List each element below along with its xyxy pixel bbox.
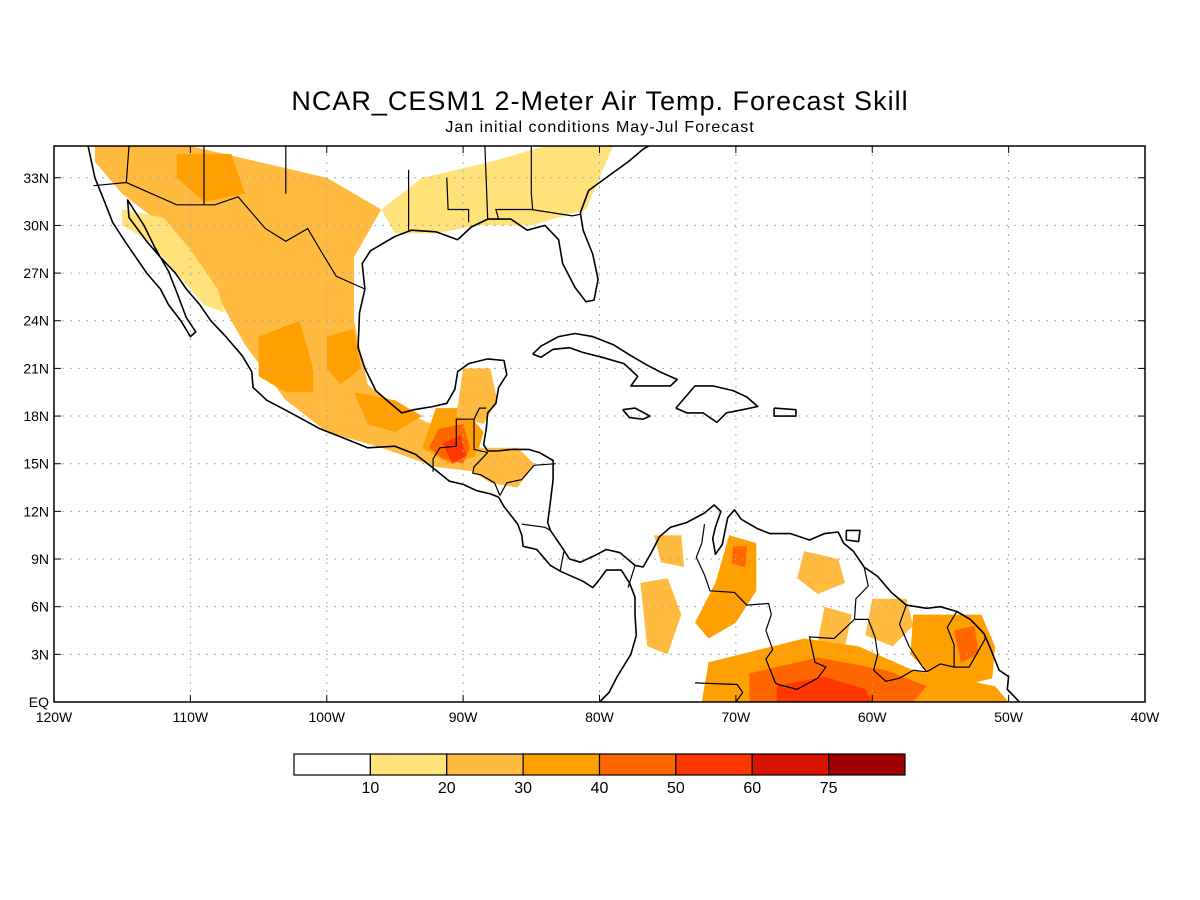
lat-tick-label: 21N: [23, 360, 49, 376]
political-border: [627, 565, 636, 588]
political-border: [778, 566, 869, 690]
political-border: [472, 472, 501, 496]
political-border: [559, 550, 565, 572]
skill-region: [258, 320, 314, 393]
political-border: [93, 181, 366, 290]
coastline: [87, 146, 638, 702]
political-border: [695, 524, 779, 686]
lon-tick-label: 70W: [721, 709, 751, 725]
skill-region: [381, 146, 614, 234]
skill-region: [654, 535, 685, 567]
lat-tick-label: 9N: [31, 551, 49, 567]
political-border: [432, 418, 488, 472]
lat-tick-label: EQ: [29, 694, 49, 710]
colorbar: 10 20 30 40 50 60 75: [293, 753, 906, 797]
skill-region: [640, 578, 682, 655]
map-subtitle: Jan initial conditions May-Jul Forecast: [445, 119, 755, 136]
colorbar-swatch: [828, 753, 906, 776]
political-border: [898, 604, 928, 673]
lat-tick-label: 24N: [23, 313, 49, 329]
skill-region: [472, 447, 534, 488]
skill-region: [865, 598, 914, 647]
skill-region: [176, 153, 245, 202]
colorbar-label: 50: [667, 780, 685, 797]
political-border: [694, 682, 744, 702]
grid-layer: [54, 146, 1145, 702]
colorbar-label: 40: [591, 780, 609, 797]
coastline: [532, 332, 679, 387]
colorbar-swatch: [675, 753, 753, 776]
map-title: NCAR_CESM1 2-Meter Air Temp. Forecast Sk…: [291, 86, 909, 116]
colorbar-label: 10: [361, 780, 379, 797]
lon-tick-label: 80W: [585, 709, 615, 725]
political-border: [531, 208, 581, 217]
skill-fill-layer: [94, 146, 1009, 702]
colorbar-swatch: [293, 753, 371, 776]
colorbar-label: 75: [820, 780, 838, 797]
skill-region: [122, 209, 225, 313]
skill-region: [695, 535, 757, 639]
colorbar-swatch: [751, 753, 830, 776]
lon-tick-label: 50W: [994, 709, 1024, 725]
political-border: [854, 618, 927, 682]
colorbar-label: 60: [743, 780, 761, 797]
colorbar-swatch: [522, 753, 601, 776]
lon-tick-label: 60W: [858, 709, 888, 725]
skill-region: [954, 625, 979, 663]
lon-tick-label: 110W: [173, 709, 209, 725]
political-border: [954, 633, 987, 668]
coastline: [773, 407, 797, 417]
lat-tick-label: 12N: [23, 503, 49, 519]
political-border: [125, 146, 130, 183]
coastline: [622, 407, 651, 421]
political-border: [446, 177, 470, 223]
border-layer: [93, 146, 987, 702]
lat-tick-label: 3N: [31, 646, 49, 662]
colorbar-swatch: [369, 753, 448, 776]
lat-tick-label: 18N: [23, 408, 49, 424]
skill-region: [326, 328, 361, 385]
lat-tick-label: 27N: [23, 265, 49, 281]
lat-tick-label: 30N: [23, 217, 49, 233]
skill-region: [776, 676, 873, 702]
lon-tick-label: 120W: [36, 709, 73, 725]
political-border: [484, 146, 489, 220]
political-border: [472, 452, 489, 474]
coastline: [845, 529, 861, 543]
skill-region: [354, 392, 423, 432]
colorbar-swatch: [446, 753, 524, 776]
political-border: [473, 407, 487, 420]
colorbar-label: 30: [514, 780, 532, 797]
coastline: [675, 385, 759, 424]
skill-region: [797, 551, 845, 594]
lat-tick-label: 15N: [23, 456, 49, 472]
skill-region: [442, 435, 466, 464]
lon-tick-label: 90W: [449, 709, 479, 725]
political-border: [926, 611, 958, 673]
coastline: [361, 146, 650, 303]
skill-region: [456, 368, 498, 424]
lat-tick-label: 33N: [23, 170, 49, 186]
colorbar-swatch: [598, 753, 677, 776]
skill-region: [731, 546, 747, 567]
lon-tick-label: 100W: [308, 709, 345, 725]
colorbar-label: 20: [438, 780, 456, 797]
political-border: [521, 523, 551, 531]
lon-tick-label: 40W: [1131, 709, 1161, 725]
political-border: [499, 463, 556, 496]
lat-tick-label: 6N: [31, 599, 49, 615]
skill-region: [817, 606, 852, 647]
